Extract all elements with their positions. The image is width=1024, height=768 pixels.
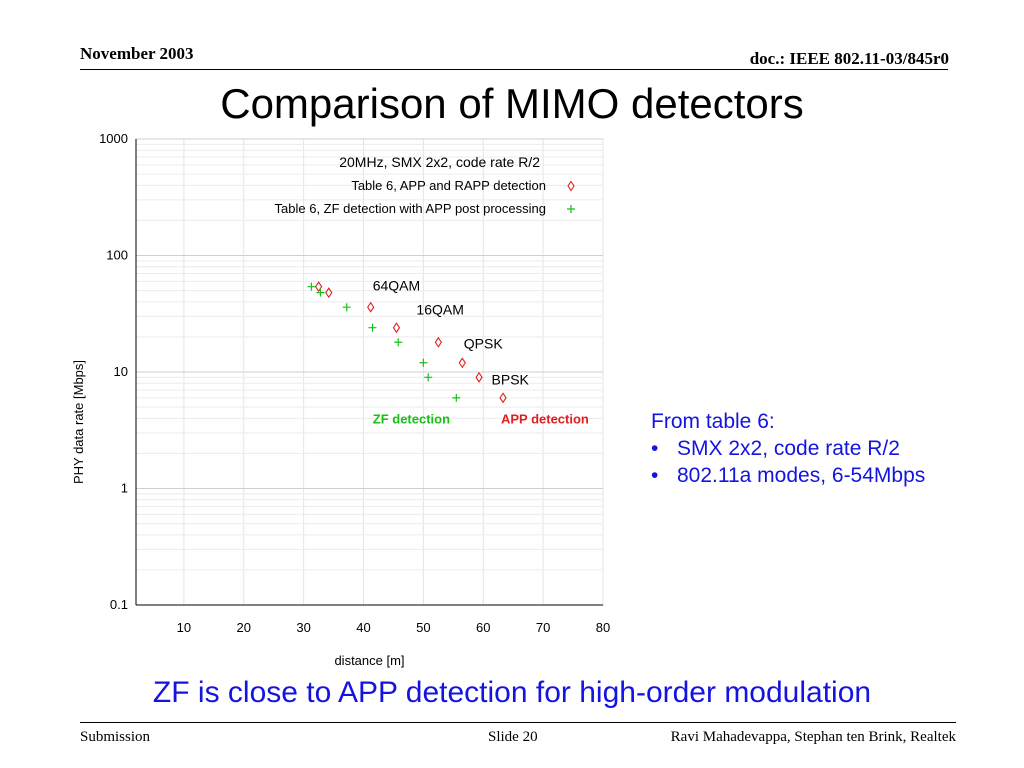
- y-tick-label: 1: [121, 481, 128, 496]
- chart-annotation: ZF detection: [373, 411, 450, 426]
- y-tick-label: 1000: [99, 131, 128, 146]
- diamond-marker: [314, 281, 323, 293]
- side-notes-item-text: 802.11a modes, 6-54Mbps: [677, 464, 926, 487]
- y-tick-label: 100: [106, 248, 128, 263]
- plus-marker: [307, 282, 316, 291]
- bullet-glyph: •: [651, 437, 659, 460]
- x-tick-label: 30: [296, 620, 310, 635]
- chart-annotation: BPSK: [492, 372, 530, 388]
- footer-slide-number: Slide 20: [488, 729, 538, 745]
- x-tick-label: 50: [416, 620, 430, 635]
- side-notes-heading: From table 6:: [651, 410, 775, 433]
- side-notes-item-text: SMX 2x2, code rate R/2: [677, 437, 900, 460]
- header-divider: [80, 69, 948, 70]
- y-tick-label: 0.1: [110, 597, 128, 612]
- bullet-glyph: •: [651, 464, 659, 487]
- chart-annotation: QPSK: [464, 336, 504, 352]
- header-doc-id: doc.: IEEE 802.11-03/845r0: [749, 49, 949, 68]
- x-tick-label: 60: [476, 620, 490, 635]
- diamond-marker: [367, 301, 375, 313]
- x-tick-label: 40: [356, 620, 370, 635]
- plus-marker: [394, 338, 403, 347]
- side-notes: From table 6: • SMX 2x2, code rate R/2 • 8…: [651, 408, 925, 489]
- x-tick-label: 20: [237, 620, 251, 635]
- side-notes-item: • SMX 2x2, code rate R/2: [651, 435, 925, 462]
- plus-marker: [452, 393, 461, 402]
- diamond-marker: [567, 180, 575, 192]
- conclusion-text: ZF is close to APP detection for high-or…: [152, 676, 872, 709]
- slide-title: Comparison of MIMO detectors: [220, 80, 804, 127]
- plus-marker: [424, 373, 433, 382]
- plus-marker: [419, 358, 428, 367]
- y-tick-label: 10: [114, 364, 128, 379]
- diamond-marker: [499, 392, 507, 404]
- x-axis-label: distance [m]: [334, 653, 404, 668]
- legend-label: Table 6, ZF detection with APP post proc…: [275, 201, 546, 216]
- y-axis-label: PHY data rate [Mbps]: [71, 360, 86, 484]
- plus-marker: [342, 303, 351, 312]
- diamond-marker: [475, 371, 483, 383]
- legend-label: Table 6, APP and RAPP detection: [351, 178, 546, 193]
- diamond-marker: [458, 357, 466, 369]
- footer-divider: [80, 722, 956, 723]
- header-date: November 2003: [80, 44, 194, 63]
- chart-title: 20MHz, SMX 2x2, code rate R/2: [339, 154, 540, 170]
- plus-marker: [567, 205, 575, 213]
- diamond-marker: [392, 322, 401, 334]
- side-notes-item: • 802.11a modes, 6-54Mbps: [651, 462, 925, 489]
- x-tick-label: 70: [536, 620, 550, 635]
- x-tick-label: 80: [596, 620, 610, 635]
- chart-annotation: 16QAM: [416, 301, 463, 317]
- chart-annotation: 64QAM: [373, 278, 420, 294]
- plus-marker: [368, 323, 377, 332]
- footer-authors: Ravi Mahadevappa, Stephan ten Brink, Rea…: [670, 729, 956, 745]
- x-tick-label: 10: [177, 620, 191, 635]
- plus-marker: [316, 288, 325, 297]
- footer-left: Submission: [80, 729, 151, 745]
- diamond-marker: [325, 287, 333, 299]
- diamond-marker: [434, 336, 443, 348]
- chart-annotation: APP detection: [501, 411, 589, 426]
